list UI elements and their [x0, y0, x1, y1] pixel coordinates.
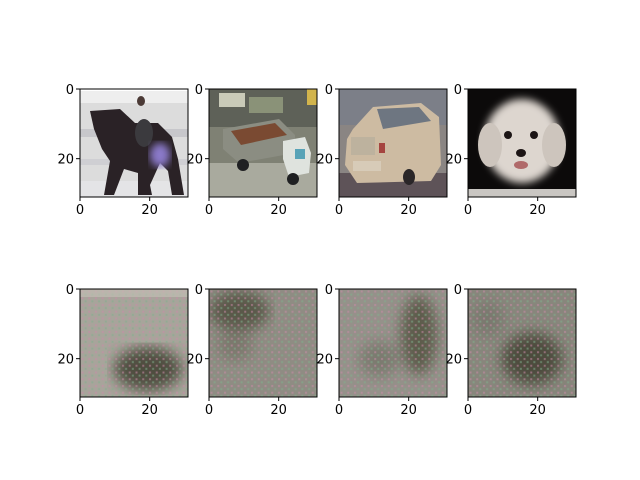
x-tick-label: 0 [464, 403, 472, 418]
axes-frame [338, 288, 448, 398]
panel-image [209, 89, 317, 197]
axes-frame [467, 88, 577, 198]
image-panel-7: 0 20 0 20 [316, 283, 448, 418]
axes-frame [79, 88, 189, 198]
x-tick-label: 20 [400, 403, 417, 418]
y-tick-label: 20 [57, 153, 74, 168]
panel-image [468, 289, 576, 397]
y-tick-label: 20 [186, 353, 203, 368]
x-tick-label: 0 [335, 403, 343, 418]
image-panel-2: 0 20 0 20 [186, 83, 318, 218]
x-tick-label: 0 [76, 403, 84, 418]
panel-image [339, 89, 447, 197]
y-tick-label: 0 [195, 83, 203, 98]
x-tick-label: 20 [529, 403, 546, 418]
y-tick-label: 20 [316, 153, 333, 168]
y-tick-label: 0 [195, 283, 203, 298]
x-tick-label: 20 [141, 403, 158, 418]
image-panel-4: 0 20 0 20 [445, 83, 577, 218]
y-tick-label: 20 [445, 153, 462, 168]
panel-image [468, 89, 576, 197]
y-tick-label: 0 [454, 283, 462, 298]
image-panel-8: 0 20 0 20 [445, 283, 577, 418]
y-tick-label: 20 [186, 153, 203, 168]
axes-frame [208, 88, 318, 198]
panel-image [339, 289, 447, 397]
x-tick-label: 20 [270, 403, 287, 418]
y-tick-label: 0 [66, 283, 74, 298]
y-tick-label: 0 [325, 283, 333, 298]
x-tick-label: 0 [464, 203, 472, 218]
y-tick-label: 20 [57, 353, 74, 368]
axes-frame [467, 288, 577, 398]
x-tick-label: 20 [270, 203, 287, 218]
image-panel-3: 0 20 0 20 [316, 83, 448, 218]
x-tick-label: 20 [529, 203, 546, 218]
image-panel-5: 0 20 0 20 [57, 283, 189, 418]
axes-frame [208, 288, 318, 398]
x-tick-label: 0 [205, 203, 213, 218]
x-tick-label: 0 [205, 403, 213, 418]
y-tick-label: 0 [325, 83, 333, 98]
panel-image [209, 289, 317, 397]
x-tick-label: 20 [141, 203, 158, 218]
y-tick-label: 20 [445, 353, 462, 368]
axes-frame [338, 88, 448, 198]
axes-frame [79, 288, 189, 398]
panel-image [80, 89, 188, 197]
image-panel-1: 0 20 0 20 [57, 83, 189, 218]
y-tick-label: 20 [316, 353, 333, 368]
x-tick-label: 20 [400, 203, 417, 218]
x-tick-label: 0 [76, 203, 84, 218]
y-tick-label: 0 [66, 83, 74, 98]
x-tick-label: 0 [335, 203, 343, 218]
y-tick-label: 0 [454, 83, 462, 98]
image-panel-6: 0 20 0 20 [186, 283, 318, 418]
panel-image [80, 289, 188, 397]
